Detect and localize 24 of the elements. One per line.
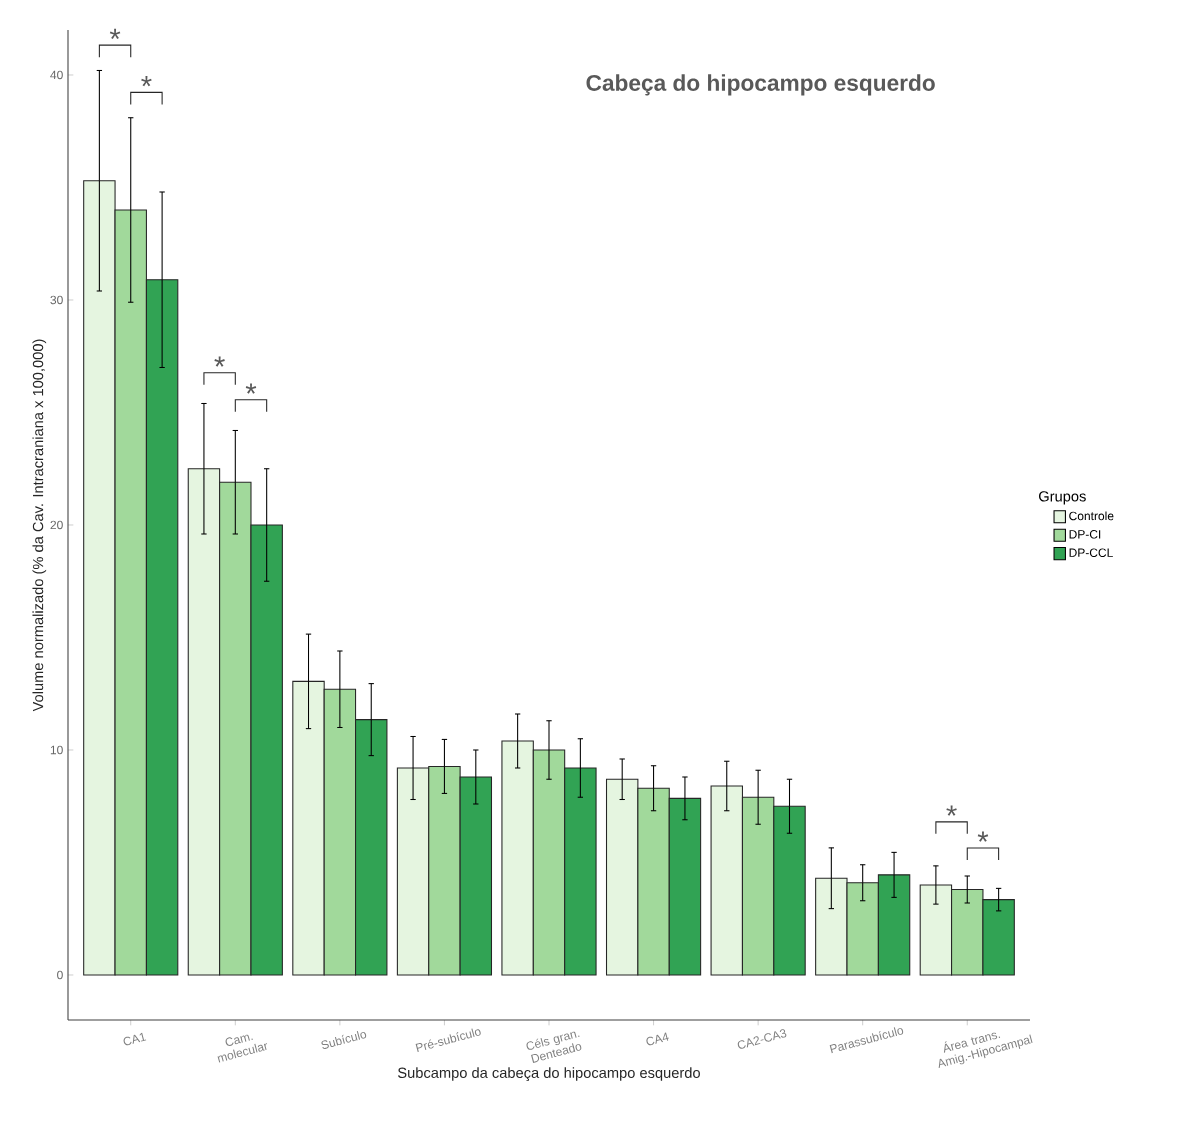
annotation: *: [977, 831, 989, 842]
annotation: *: [141, 75, 152, 87]
x-axis-title: Subcampo da cabeça do hipocampo esquerdo: [398, 1067, 700, 1081]
legend-label: DP-CI: [1069, 530, 1101, 539]
annotation: *: [946, 805, 957, 816]
y-tick-label: 10: [50, 745, 63, 755]
y-tick-label: 20: [50, 520, 63, 530]
x-tick-label: CA1: [123, 1032, 147, 1046]
y-tick-label: 40: [50, 70, 63, 80]
x-tick-label: Céls gran. Denteado: [526, 1031, 582, 1063]
text: Cabeça do hipocampo esquerdo: [586, 74, 935, 96]
x-tick-label: CA4: [646, 1032, 669, 1046]
y-axis-title: Volume normalizado (% da Cav. Intracraniana x 100,000): [32, 339, 47, 712]
legend-title: Grupos: [1039, 491, 1086, 505]
annotation: *: [245, 383, 257, 394]
y-tick-label: 0: [57, 970, 63, 980]
y-tick-label: 30: [50, 295, 63, 305]
x-tick-label: Cam. molecular: [217, 1034, 268, 1063]
legend-label: Controle: [1069, 511, 1114, 521]
annotation: *: [214, 356, 225, 367]
annotation: *: [109, 28, 121, 39]
x-tick-label: CA2-CA3: [737, 1029, 787, 1049]
x-tick-label: Subículo: [321, 1031, 367, 1049]
legend-label: DP-CCL: [1069, 548, 1113, 557]
